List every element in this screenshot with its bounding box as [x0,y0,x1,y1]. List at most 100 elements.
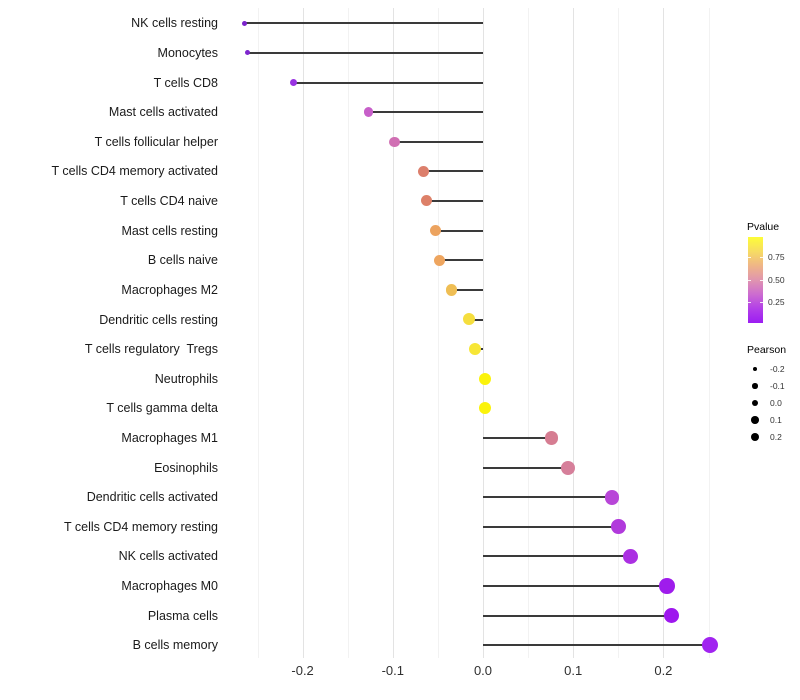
lollipop-dot [663,607,680,624]
lollipop-dot [468,343,481,356]
lollipop-stem [483,466,568,469]
lollipop-stem [426,200,483,202]
lollipop-stem [435,229,483,232]
pearson-legend-label: -0.1 [770,381,785,391]
lollipop-dot [702,637,719,654]
lollipop-dot [445,284,458,296]
x-tick-label: 0.0 [473,663,493,678]
gridline-minor [528,8,530,658]
category-label: NK cells activated [118,549,218,564]
lollipop-stem [483,436,552,439]
x-tick-label: 0.1 [564,663,583,678]
pearson-legend-label: -0.2 [770,364,785,374]
lollipop-dot [290,78,298,87]
pearson-legend-label: 0.0 [770,398,782,408]
gridline-major [302,8,304,658]
pvalue-tick-label: 0.75 [768,252,785,262]
lollipop-stem [483,614,672,617]
pearson-legend-dot [751,399,759,407]
pvalue-colorbar-tick [748,302,751,303]
x-tick-label: -0.1 [381,663,404,678]
lollipop-stem [483,644,711,647]
lollipop-dot [389,136,400,147]
gridline-minor [618,8,620,658]
pearson-legend-dot [752,383,758,389]
category-label: Dendritic cells resting [99,312,218,327]
pvalue-tick-label: 0.50 [768,274,785,285]
category-label: Macrophages M0 [121,579,218,593]
lollipop-stem [451,288,483,291]
lollipop-stem [244,22,483,25]
lollipop-dot [622,548,638,564]
lollipop-stem [439,259,483,262]
lollipop-dot [544,431,559,445]
pvalue-colorbar-tick [748,279,751,281]
pvalue-colorbar-tick [760,279,763,281]
pearson-legend-title: Pearson [747,344,787,356]
lollipop-dot [463,313,476,326]
pearson-legend-label: 0.2 [770,432,782,442]
pvalue-tick-label: 0.25 [768,297,785,307]
category-label: Mast cells activated [108,105,218,120]
category-label: T cells CD4 naive [120,194,218,208]
lollipop-dot [610,519,626,535]
lollipop-stem [368,111,483,114]
category-label: Monocytes [157,45,218,60]
category-label: Dendritic cells activated [86,490,218,505]
category-label: B cells naive [147,253,218,268]
lollipop-dot [478,402,491,415]
pvalue-colorbar [748,237,763,323]
gridline-major [392,8,394,658]
category-label: T cells CD4 memory resting [64,519,218,534]
gridline-minor [257,8,259,658]
gridline-major [573,8,575,658]
lollipop-dot [659,578,675,594]
pvalue-colorbar-tick [760,257,763,258]
pvalue-colorbar-tick [748,257,751,258]
category-label: B cells memory [132,638,218,653]
category-label: Neutrophils [154,371,218,386]
category-label: T cells CD4 memory activated [51,164,219,179]
lollipop-stem [483,555,630,558]
lollipop-dot [242,20,248,26]
category-label: T cells regulatory Tregs [84,342,218,357]
category-label: T cells CD8 [153,75,218,90]
lollipop-stem [423,170,483,173]
pearson-legend-label: 0.1 [770,415,782,425]
gridline-major [663,8,665,658]
category-label: Macrophages M2 [121,282,218,297]
lollipop-dot [434,254,446,266]
lollipop-stem [483,585,667,587]
lollipop-dot [245,50,251,56]
lollipop-stem [483,525,619,528]
category-label: Plasma cells [147,608,218,623]
pvalue-colorbar-tick [760,302,763,303]
lollipop-stem [293,81,483,84]
lollipop-dot [420,195,432,207]
pearson-legend-dot [752,366,758,372]
category-label: T cells follicular helper [94,134,218,149]
lollipop-stem [469,318,483,321]
lollipop-dot [560,460,575,475]
lollipop-dot [604,489,620,505]
lollipop-dot [417,165,429,177]
category-label: T cells gamma delta [106,401,218,416]
gridline-minor [437,8,439,658]
lollipop-dot [429,225,441,237]
gridline-major [483,8,484,658]
category-label: Mast cells resting [121,223,218,238]
x-tick-label: 0.2 [654,663,673,678]
lollipop-dot [478,372,491,385]
pvalue-legend-title: Pvalue [747,221,780,233]
category-label: Macrophages M1 [121,430,218,445]
category-label: Eosinophils [154,460,218,475]
pearson-legend-dot [751,416,759,424]
gridline-minor [347,8,349,658]
pearson-legend-dot [750,432,760,442]
category-label: NK cells resting [131,16,218,31]
lollipop-stem [483,496,612,499]
lollipop-dot [363,107,374,117]
lollipop-stem [247,51,483,54]
lollipop-stem [394,140,483,143]
